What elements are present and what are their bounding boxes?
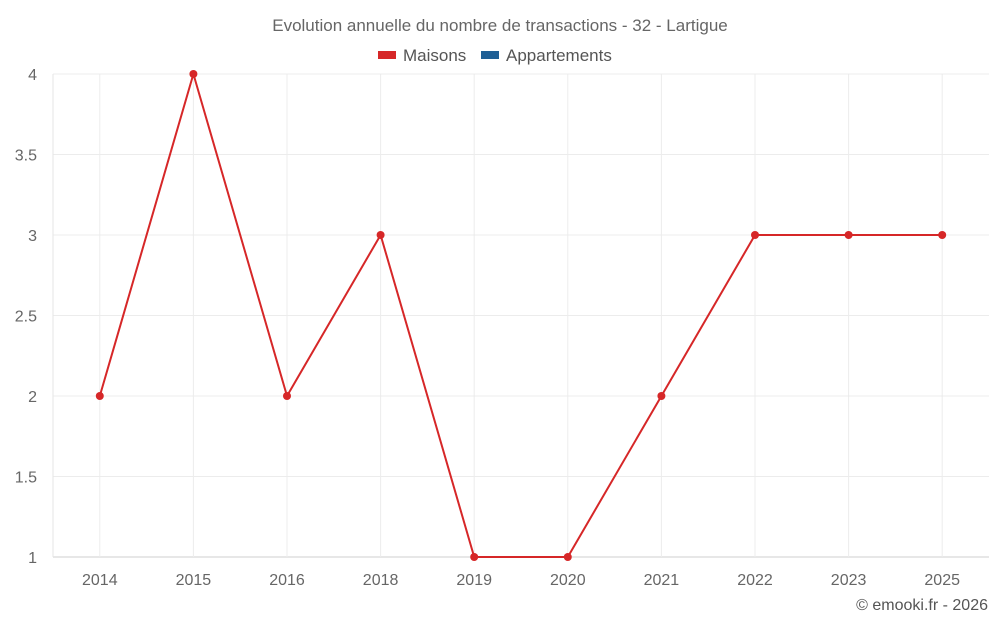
data-point-maisons-2019[interactable] — [470, 553, 479, 561]
chart-title: Evolution annuelle du nombre de transact… — [272, 16, 728, 35]
data-point-maisons-2021[interactable] — [657, 392, 666, 400]
x-tick-label: 2022 — [737, 572, 773, 589]
legend-swatch-maisons — [378, 51, 396, 59]
series-line-maisons — [98, 73, 943, 558]
legend-swatch-appartements — [481, 51, 499, 59]
grid — [53, 73, 989, 558]
x-tick-label: 2023 — [831, 572, 867, 589]
legend-label-appartements: Appartements — [506, 46, 612, 65]
x-tick-label: 2025 — [924, 572, 960, 589]
legend-label-maisons: Maisons — [403, 46, 466, 65]
x-tick-label: 2021 — [644, 572, 680, 589]
x-tick-label: 2015 — [176, 572, 212, 589]
legend-item-appartements[interactable]: Appartements — [481, 46, 612, 65]
data-point-maisons-2022[interactable] — [751, 231, 759, 239]
data-point-maisons-2015[interactable] — [189, 70, 198, 78]
data-point-maisons-2018[interactable] — [376, 231, 385, 239]
legend[interactable]: Maisons Appartements — [378, 46, 612, 65]
legend-item-maisons[interactable]: Maisons — [378, 46, 466, 65]
data-point-maisons-2020[interactable] — [563, 553, 572, 561]
data-point-maisons-2023[interactable] — [844, 231, 853, 239]
axes: 1 1.5 2 2.5 3 3.5 4 2014 2015 2016 2018 2019 2020 202… — [15, 67, 960, 589]
x-tick-label: 2014 — [82, 572, 118, 589]
y-tick-label: 1.5 — [15, 470, 37, 487]
y-tick-label: 1 — [28, 550, 37, 567]
y-tick-label: 2 — [28, 389, 37, 406]
x-tick-label: 2016 — [269, 572, 305, 589]
data-point-maisons-2014[interactable] — [95, 392, 104, 400]
y-tick-label: 4 — [28, 67, 37, 84]
x-tick-label: 2018 — [363, 572, 399, 589]
y-tick-label: 2.5 — [15, 309, 37, 326]
y-tick-label: 3.5 — [15, 148, 37, 165]
data-point-maisons-2025[interactable] — [938, 231, 947, 239]
series-layer — [95, 70, 947, 561]
x-tick-label: 2020 — [550, 572, 586, 589]
credit-text: © emooki.fr - 2026 — [856, 597, 988, 614]
data-point-maisons-2016[interactable] — [283, 392, 291, 400]
y-tick-label: 3 — [28, 228, 37, 245]
x-tick-label: 2019 — [456, 572, 492, 589]
